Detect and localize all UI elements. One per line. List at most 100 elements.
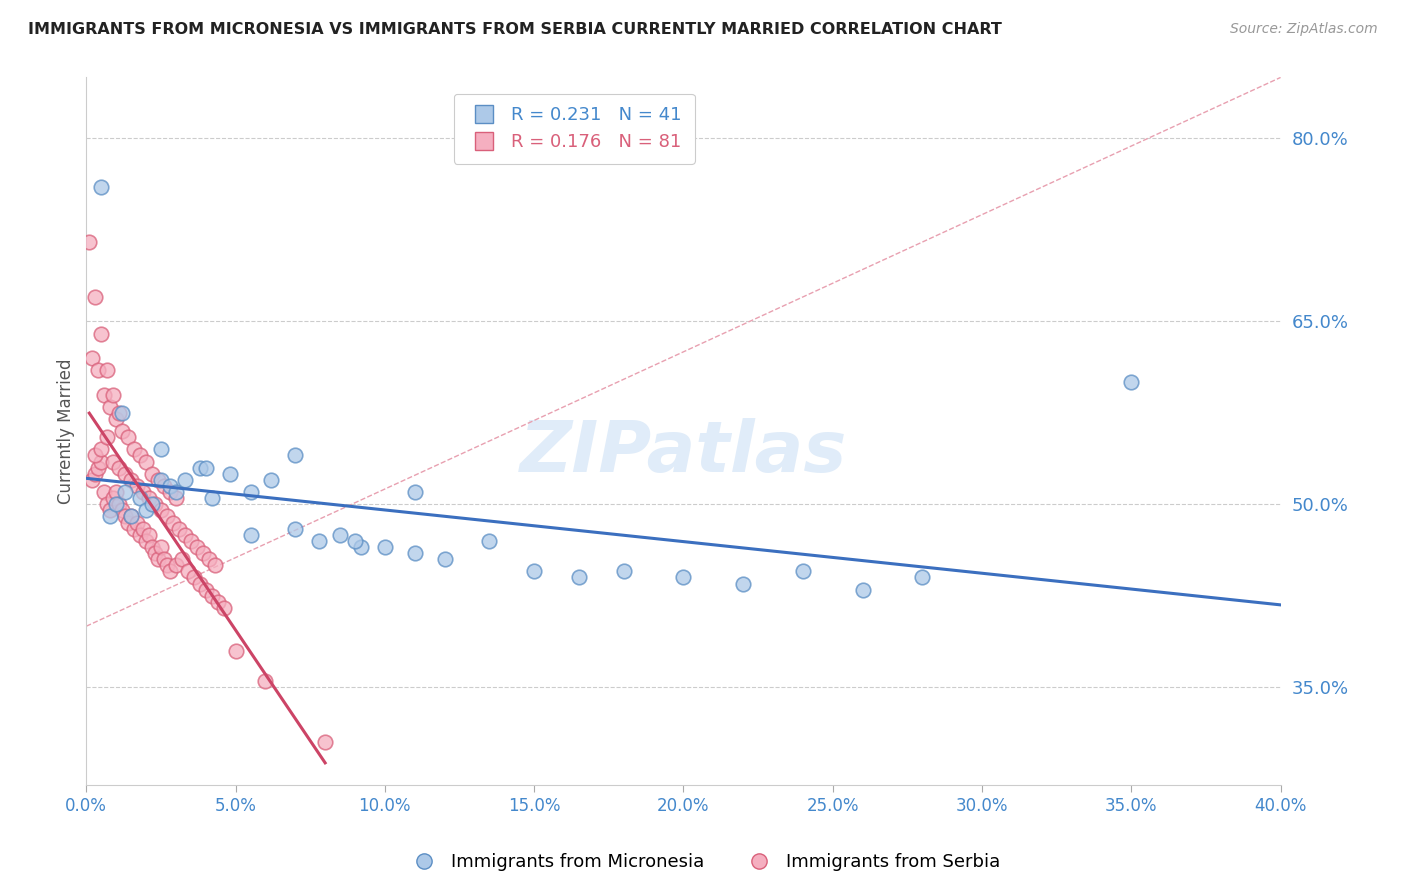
Point [149, 442, 172, 457]
Point [108, 497, 131, 511]
Point [170, 552, 193, 566]
Point [111, 503, 134, 517]
Point [478, 533, 501, 548]
Point [173, 528, 195, 542]
Point [111, 424, 134, 438]
Point [733, 576, 755, 591]
Point [568, 570, 591, 584]
Point [120, 509, 142, 524]
Point [149, 473, 172, 487]
Point [114, 509, 136, 524]
Legend: R = 0.231   N = 41, R = 0.176   N = 81: R = 0.231 N = 41, R = 0.176 N = 81 [454, 94, 695, 164]
Point [101, 491, 124, 505]
Point [82, 351, 104, 365]
Legend: Immigrants from Micronesia, Immigrants from Serbia: Immigrants from Micronesia, Immigrants f… [399, 847, 1007, 879]
Point [239, 485, 262, 500]
Point [98, 503, 121, 517]
Point [90, 326, 112, 341]
Point [156, 509, 179, 524]
Point [138, 491, 160, 505]
Point [98, 509, 121, 524]
Text: Source: ZipAtlas.com: Source: ZipAtlas.com [1230, 22, 1378, 37]
Point [207, 595, 229, 609]
Point [284, 522, 307, 536]
Point [120, 509, 142, 524]
Point [314, 735, 336, 749]
Point [87, 363, 110, 377]
Point [93, 387, 115, 401]
Point [165, 491, 187, 505]
Point [96, 430, 118, 444]
Point [239, 528, 262, 542]
Point [135, 503, 157, 517]
Point [162, 516, 184, 530]
Point [108, 460, 131, 475]
Text: IMMIGRANTS FROM MICRONESIA VS IMMIGRANTS FROM SERBIA CURRENTLY MARRIED CORRELATI: IMMIGRANTS FROM MICRONESIA VS IMMIGRANTS… [28, 22, 1002, 37]
Point [167, 522, 190, 536]
Point [90, 454, 112, 468]
Point [122, 522, 145, 536]
Point [141, 497, 163, 511]
Point [177, 565, 200, 579]
Point [120, 473, 142, 487]
Point [84, 449, 107, 463]
Point [197, 552, 219, 566]
Point [260, 473, 283, 487]
Point [159, 479, 181, 493]
Point [149, 540, 172, 554]
Point [117, 430, 139, 444]
Point [105, 497, 128, 511]
Point [143, 546, 166, 560]
Point [105, 412, 128, 426]
Point [122, 442, 145, 457]
Point [672, 570, 695, 584]
Point [82, 473, 104, 487]
Point [125, 516, 148, 530]
Point [523, 565, 546, 579]
Point [194, 582, 217, 597]
Point [911, 570, 934, 584]
Point [141, 540, 163, 554]
Point [188, 460, 211, 475]
Point [204, 558, 226, 573]
Point [96, 497, 118, 511]
Point [374, 540, 396, 554]
Point [84, 290, 107, 304]
Point [225, 643, 247, 657]
Text: ZIPatlas: ZIPatlas [520, 417, 848, 487]
Point [183, 570, 205, 584]
Y-axis label: Currently Married: Currently Married [58, 359, 75, 504]
Point [194, 460, 217, 475]
Point [218, 467, 240, 481]
Point [433, 552, 456, 566]
Point [201, 491, 224, 505]
Point [111, 406, 134, 420]
Point [186, 540, 208, 554]
Point [159, 485, 181, 500]
Point [93, 485, 115, 500]
Point [105, 485, 128, 500]
Point [90, 442, 112, 457]
Point [87, 460, 110, 475]
Point [1121, 376, 1143, 390]
Point [343, 533, 366, 548]
Point [84, 467, 107, 481]
Point [153, 552, 176, 566]
Point [77, 235, 100, 249]
Point [90, 180, 112, 194]
Point [254, 674, 277, 689]
Point [135, 533, 157, 548]
Point [149, 503, 172, 517]
Point [159, 565, 181, 579]
Point [101, 387, 124, 401]
Point [153, 479, 176, 493]
Point [114, 467, 136, 481]
Point [138, 528, 160, 542]
Point [98, 400, 121, 414]
Point [613, 565, 636, 579]
Point [404, 485, 426, 500]
Point [117, 516, 139, 530]
Point [308, 533, 330, 548]
Point [212, 601, 235, 615]
Point [156, 558, 179, 573]
